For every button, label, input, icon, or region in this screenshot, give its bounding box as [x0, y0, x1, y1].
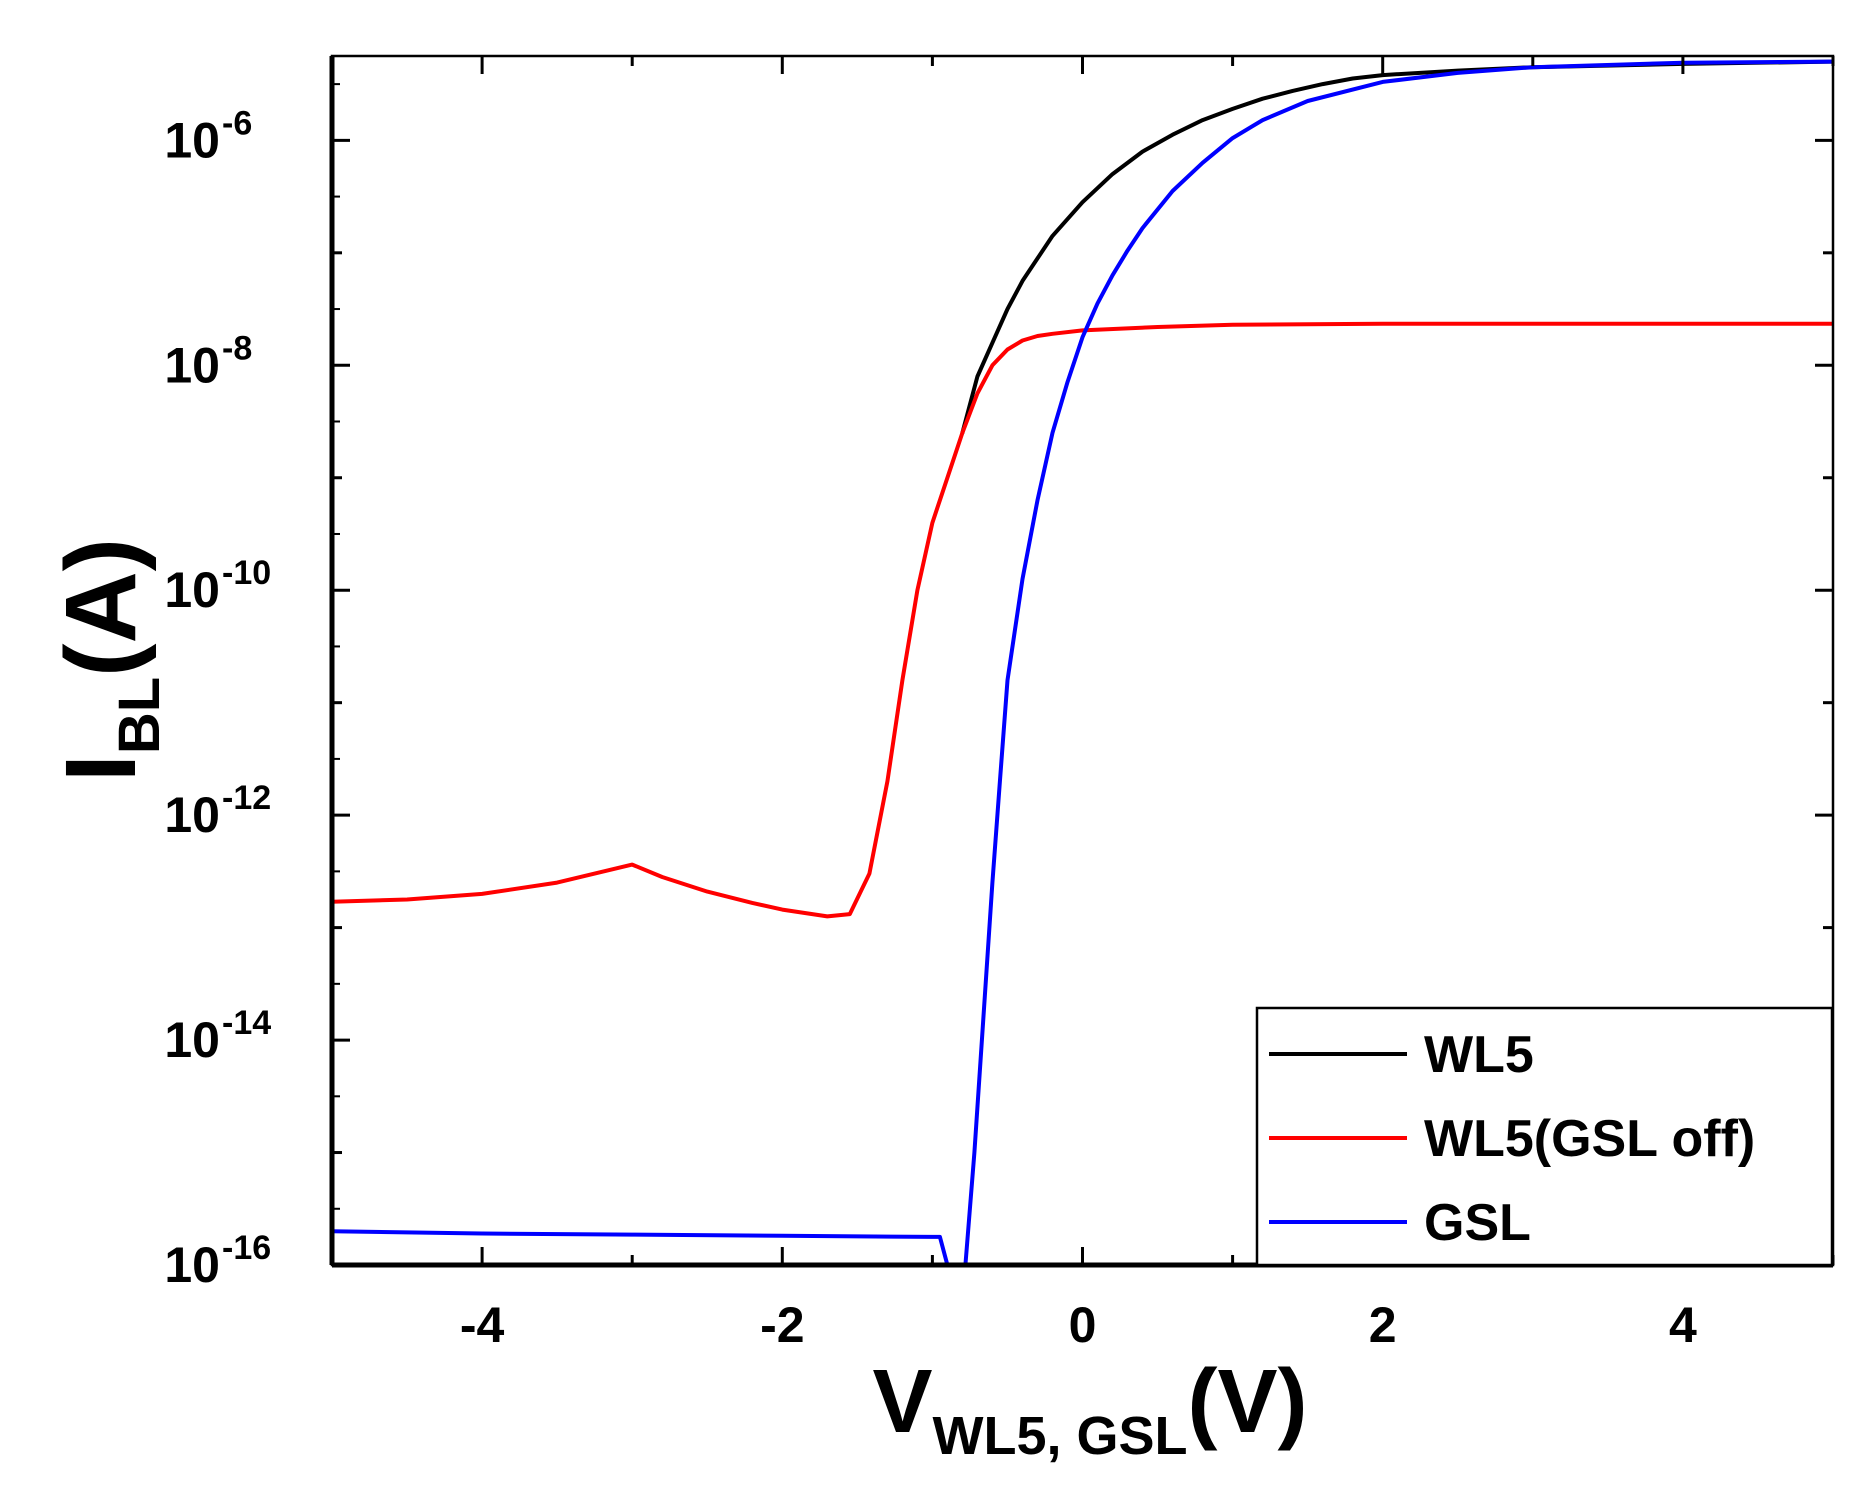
y-tick-label: 10 — [164, 562, 220, 618]
legend: WL5 WL5(GSL off) GSL — [1255, 1006, 1834, 1267]
y-axis-title-main: I — [45, 754, 157, 782]
y-tick-label-exponent: -6 — [222, 104, 252, 142]
x-tick-label: 4 — [1669, 1297, 1697, 1353]
y-tick-label-exponent: -16 — [222, 1229, 271, 1267]
y-axis-title-unit: (A) — [45, 538, 157, 677]
y-tick-label: 10 — [164, 1012, 220, 1068]
x-axis-title-subscript: WL5, GSL — [933, 1406, 1188, 1466]
series-line-3 — [332, 59, 1833, 1265]
legend-label-2: WL5(GSL off) — [1424, 1110, 1755, 1168]
y-tick-label: 10 — [164, 787, 220, 843]
y-tick-label-exponent: -12 — [222, 779, 271, 817]
x-tick-label: 2 — [1369, 1297, 1397, 1353]
legend-label-3: GSL — [1424, 1194, 1531, 1252]
x-tick-label: 0 — [1069, 1297, 1097, 1353]
y-tick-label: 10 — [164, 112, 220, 168]
x-axis-title-main: V — [872, 1352, 932, 1452]
series-line-2 — [332, 321, 1833, 919]
series-lines — [332, 59, 1833, 1265]
legend-label-1: WL5 — [1424, 1026, 1534, 1084]
y-tick-label-exponent: -8 — [222, 329, 252, 367]
y-axis-title-subscript: BL — [107, 677, 172, 754]
x-axis-title-unit: (V) — [1188, 1352, 1308, 1452]
series-line-1 — [960, 59, 1833, 435]
y-tick-label-exponent: -10 — [222, 554, 271, 592]
y-axis-title: IBL(A) — [45, 538, 172, 782]
y-tick-label: 10 — [164, 1237, 220, 1293]
y-tick-label: 10 — [164, 337, 220, 393]
y-tick-label-exponent: -14 — [222, 1004, 271, 1042]
x-tick-label: -4 — [460, 1297, 505, 1353]
x-tick-label: -2 — [760, 1297, 804, 1353]
x-axis-title: VWL5, GSL(V) — [872, 1352, 1307, 1466]
